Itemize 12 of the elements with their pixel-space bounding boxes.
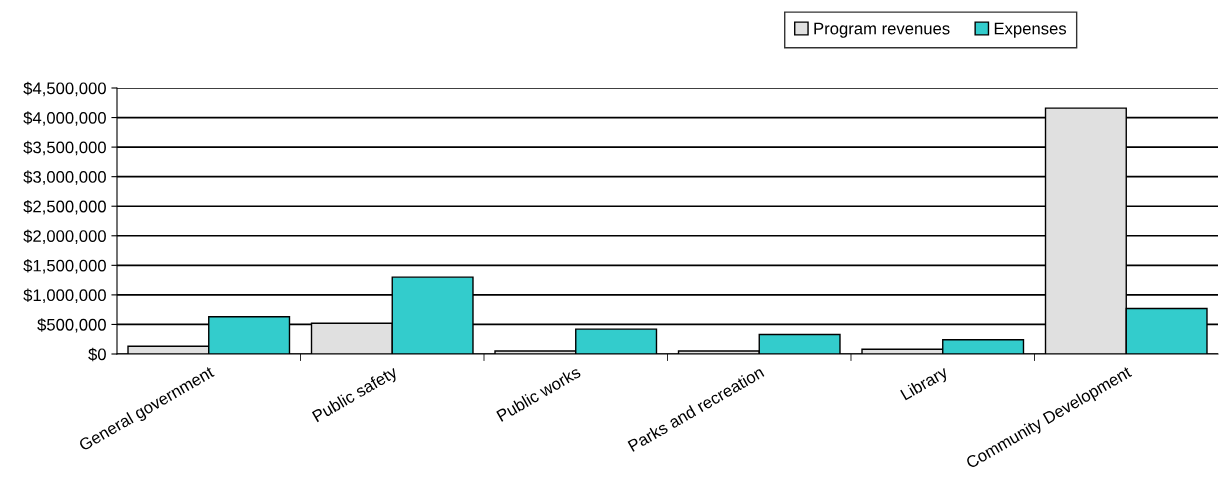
legend-label: Program revenues	[814, 22, 950, 38]
y-tick-label: $0	[88, 347, 106, 362]
y-tick-label: $4,000,000	[23, 111, 106, 126]
y-tick-label: $1,000,000	[23, 288, 106, 304]
y-tick-label: $3,500,000	[23, 140, 106, 156]
y-tick-label: $500,000	[37, 318, 106, 333]
legend-label: Expenses	[994, 22, 1067, 38]
y-tick-label: $4,500,000	[23, 81, 106, 97]
y-tick-label: $1,500,000	[23, 259, 106, 274]
y-tick-label: $2,500,000	[23, 199, 106, 215]
y-tick-label: $2,000,000	[23, 229, 106, 244]
y-tick-label: $3,000,000	[23, 170, 106, 185]
